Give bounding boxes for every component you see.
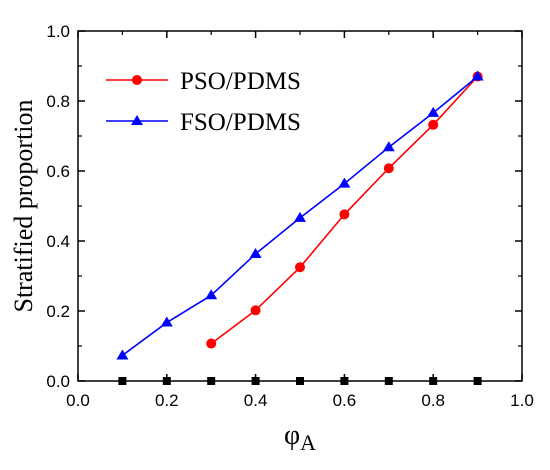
data-point-fso-pdms — [427, 106, 440, 117]
x-tick-label: 0.0 — [66, 391, 90, 410]
baseline-square-marker — [162, 377, 171, 385]
data-point-pso-pdms — [428, 119, 439, 130]
data-point-fso-pdms — [249, 247, 262, 258]
data-point-fso-pdms — [338, 177, 351, 188]
data-point-pso-pdms — [383, 163, 394, 174]
x-axis-title-subscript: A — [300, 430, 316, 455]
data-point-fso-pdms — [160, 316, 173, 327]
data-point-pso-pdms — [250, 305, 261, 316]
x-tick-label: 0.2 — [155, 391, 179, 410]
x-tick-label: 0.4 — [244, 391, 268, 410]
y-tick-label: 1.0 — [46, 22, 70, 41]
data-point-fso-pdms — [294, 211, 306, 222]
baseline-square-marker — [207, 377, 216, 385]
baseline-square-marker — [429, 377, 438, 385]
legend-marker-fso — [131, 115, 143, 125]
data-point-pso-pdms — [206, 338, 217, 349]
x-tick-label: 0.6 — [333, 391, 357, 410]
data-point-fso-pdms — [471, 70, 484, 81]
x-tick-labels: 0.0 0.2 0.4 0.6 0.8 1.0 — [66, 391, 534, 410]
y-axis-title: Stratified proportion — [9, 99, 38, 312]
data-point-fso-pdms — [116, 349, 129, 360]
y-tick-label: 0.4 — [46, 232, 70, 251]
data-point-fso-pdms — [205, 289, 218, 300]
data-point-pso-pdms — [339, 209, 350, 220]
x-axis-title: φA — [284, 420, 316, 455]
series-layer — [116, 70, 484, 385]
data-point-pso-pdms — [295, 262, 305, 273]
baseline-square-marker — [251, 377, 260, 385]
baseline-square-marker — [296, 377, 304, 385]
baseline-square-marker — [118, 377, 127, 385]
legend-marker-pso — [132, 75, 142, 85]
legend-label-pso: PSO/PDMS — [180, 68, 301, 95]
legend-label-fso: FSO/PDMS — [180, 109, 301, 136]
x-tick-label: 1.0 — [510, 391, 534, 410]
plot-area — [77, 30, 523, 382]
baseline-square-marker — [384, 377, 393, 385]
y-tick-label: 0.6 — [46, 162, 70, 181]
y-tick-label: 0.8 — [46, 92, 70, 111]
x-tick-label: 0.8 — [421, 391, 445, 410]
data-point-fso-pdms — [382, 141, 395, 152]
y-tick-label: 0.2 — [46, 302, 70, 321]
baseline-square-marker — [340, 377, 349, 385]
legend: PSO/PDMS FSO/PDMS — [106, 68, 301, 136]
y-tick-labels: 0.0 0.2 0.4 0.6 0.8 1.0 — [46, 22, 70, 391]
baseline-square-marker — [473, 377, 482, 385]
x-axis-title-main: φ — [284, 420, 300, 451]
y-tick-label: 0.0 — [46, 372, 70, 391]
